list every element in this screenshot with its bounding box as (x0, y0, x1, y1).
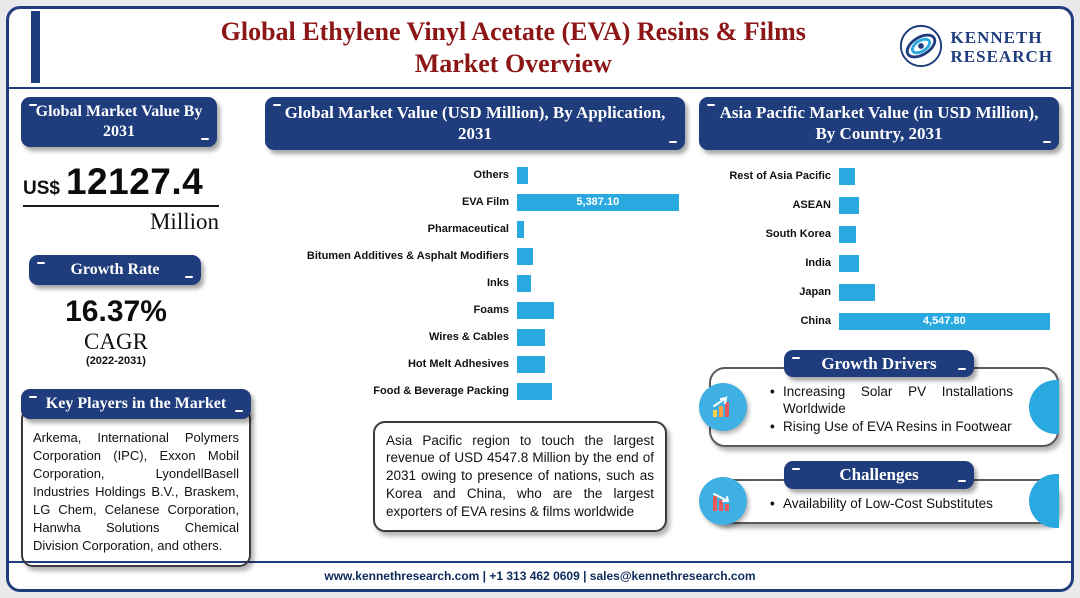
bar-category-label: Bitumen Additives & Asphalt Modifiers (306, 249, 509, 262)
bar (517, 220, 524, 238)
application-chart-banner: Global Market Value (USD Million), By Ap… (265, 97, 685, 150)
bar (517, 328, 545, 346)
market-value-number: 12127.4 (65, 161, 204, 202)
market-value-currency: US$ (23, 178, 60, 199)
growth-chart-icon (699, 383, 747, 432)
bar-row: ASEAN (699, 191, 1059, 220)
bar-row: EVA Film 5,387.10 (265, 189, 685, 216)
left-column: Global Market Value By 2031 US$ 12127.4 … (21, 97, 251, 567)
bar-row: Foams (265, 297, 685, 324)
growth-driver-item: Rising Use of EVA Resins in Footwear (769, 418, 1013, 436)
bar-category-label: Foams (473, 303, 509, 316)
country-chart-banner: Asia Pacific Market Value (in USD Millio… (699, 97, 1059, 150)
bar-row: Others (265, 162, 685, 189)
bar-category-label: Pharmaceutical (427, 222, 509, 235)
global-market-value-badge: Global Market Value By 2031 (21, 97, 217, 147)
bar (839, 254, 859, 272)
bar-category-label: Hot Melt Adhesives (407, 357, 509, 370)
bar-category-label: ASEAN (792, 198, 831, 211)
page-title-line1: Global Ethylene Vinyl Acetate (EVA) Resi… (220, 16, 806, 46)
bar-row: Pharmaceutical (265, 216, 685, 243)
growth-drivers-list: Increasing Solar PV Installations Worldw… (769, 383, 1013, 436)
declining-chart-icon (699, 477, 747, 526)
challenges-list: Availability of Low-Cost Substitutes (769, 495, 1013, 513)
kenneth-research-logo-text: KENNETH RESEARCH (951, 29, 1053, 66)
right-column: Asia Pacific Market Value (in USD Millio… (699, 97, 1059, 551)
bar-value-label: 4,547.80 (922, 315, 966, 327)
main-content: Global Market Value By 2031 US$ 12127.4 … (9, 89, 1071, 567)
bar (517, 382, 552, 400)
bar-row: Wires & Cables (265, 324, 685, 351)
bar (517, 166, 529, 184)
challenges-badge: Challenges (784, 461, 974, 489)
growth-drivers-box: Increasing Solar PV Installations Worldw… (699, 366, 1059, 448)
bar-row: Hot Melt Adhesives (265, 351, 685, 378)
decorative-capsule (1029, 474, 1059, 529)
challenge-item: Availability of Low-Cost Substitutes (769, 495, 1013, 513)
market-value-unit: Million (149, 209, 219, 234)
page-title-line2: Market Overview (414, 49, 612, 78)
footer-contact-text: www.kennethresearch.com | +1 313 462 060… (324, 569, 756, 583)
growth-rate-block: 16.37% CAGR (2022-2031) (21, 295, 211, 367)
bar-row: China 4,547.80 (699, 307, 1059, 336)
bar (517, 274, 531, 292)
header: Global Ethylene Vinyl Acetate (EVA) Resi… (9, 9, 1071, 89)
bar-category-label: Others (473, 168, 509, 181)
page-title: Global Ethylene Vinyl Acetate (EVA) Resi… (9, 16, 898, 81)
bar-category-label: South Korea (765, 227, 831, 240)
growth-rate-badge: Growth Rate (29, 255, 201, 285)
header-accent-bar (31, 11, 40, 83)
bar (839, 225, 856, 243)
growth-rate-value: 16.37% (65, 295, 167, 328)
key-players-badge: Key Players in the Market (21, 389, 251, 419)
bar-row: Japan (699, 278, 1059, 307)
logo-line2: RESEARCH (950, 47, 1053, 66)
country-bar-chart: Rest of Asia Pacific ASEAN South Korea Indi… (699, 162, 1059, 336)
center-column: Global Market Value (USD Million), By Ap… (265, 97, 685, 551)
footer: www.kennethresearch.com | +1 313 462 060… (9, 561, 1071, 589)
decorative-capsule (1029, 380, 1059, 435)
bar (839, 196, 859, 214)
challenges-box: Availability of Low-Cost Substitutes (699, 474, 1059, 529)
asia-pacific-note: Asia Pacific region to touch the largest… (373, 420, 667, 532)
market-value-block: US$ 12127.4 Million (23, 161, 247, 235)
bar-category-label: Japan (799, 285, 831, 298)
bar-row: Bitumen Additives & Asphalt Modifiers (265, 243, 685, 270)
logo-line1: KENNETH (950, 28, 1043, 48)
kenneth-research-logo: KENNETH RESEARCH (898, 23, 1071, 74)
bar-category-label: Rest of Asia Pacific (729, 169, 831, 182)
bar: 4,547.80 (839, 312, 1050, 330)
key-players-box: Arkema, International Polymers Corporati… (21, 407, 251, 567)
bar (517, 355, 545, 373)
bar-row: Food & Beverage Packing (265, 378, 685, 405)
growth-rate-metric: CAGR (84, 329, 148, 354)
bar-category-label: Wires & Cables (429, 330, 509, 343)
growth-driver-item: Increasing Solar PV Installations Worldw… (769, 383, 1013, 418)
bar-value-label: 5,387.10 (576, 196, 620, 208)
growth-rate-period: (2022-2031) (86, 355, 146, 367)
bar-row: South Korea (699, 220, 1059, 249)
bar (839, 167, 856, 185)
bar-category-label: Inks (486, 276, 509, 289)
application-bar-chart: Others EVA Film 5,387.10 Pharmaceutical Bitu… (265, 162, 685, 405)
bar-category-label: EVA Film (461, 195, 509, 208)
bar-category-label: Food & Beverage Packing (373, 384, 509, 397)
bar-row: Rest of Asia Pacific (699, 162, 1059, 191)
bar (517, 247, 534, 265)
kenneth-research-logo-icon (898, 23, 944, 74)
bar-row: India (699, 249, 1059, 278)
bar (839, 283, 876, 301)
bar-row: Inks (265, 270, 685, 297)
infographic-frame: Global Ethylene Vinyl Acetate (EVA) Resi… (6, 6, 1074, 592)
bar-category-label: India (805, 256, 831, 269)
bar: 5,387.10 (517, 193, 679, 211)
bar (517, 301, 554, 319)
bar-category-label: China (800, 314, 831, 327)
growth-drivers-badge: Growth Drivers (784, 349, 974, 377)
